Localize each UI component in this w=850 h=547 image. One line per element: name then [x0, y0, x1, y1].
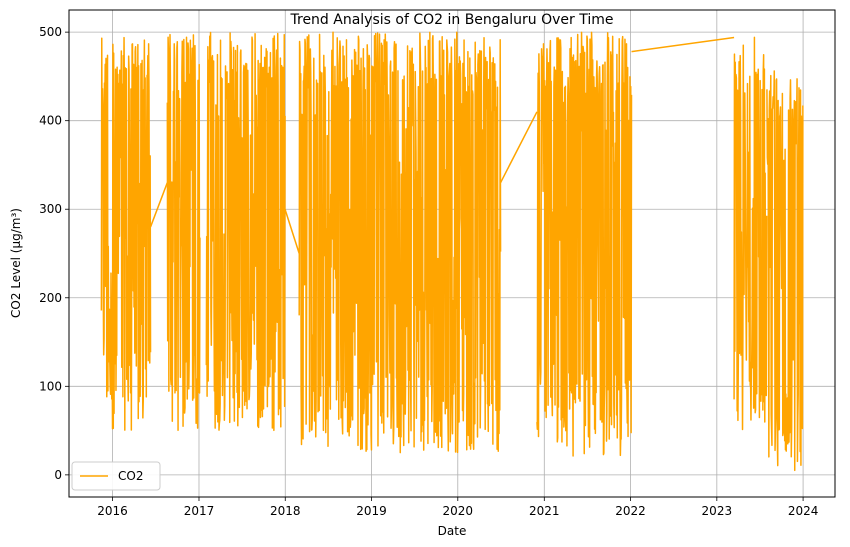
plot-frame [68, 9, 836, 498]
x-tick-label: 2022 [615, 504, 646, 518]
y-tick-label: 400 [39, 114, 62, 128]
co2-series-segment [536, 31, 633, 457]
x-tick-label: 2017 [184, 504, 215, 518]
y-tick-label: 100 [39, 379, 62, 393]
legend-label-co2: CO2 [118, 469, 143, 483]
co2-series-connector [149, 182, 169, 228]
co2-series-segment [205, 31, 286, 432]
legend: CO2 [71, 461, 161, 491]
x-tick-label: 2023 [702, 504, 733, 518]
y-tick-label: 200 [39, 291, 62, 305]
co2-series-connector [631, 36, 735, 53]
x-tick-label: 2024 [788, 504, 819, 518]
y-tick-label: 500 [39, 25, 62, 39]
co2-series-segment [298, 31, 502, 454]
x-tick-label: 2018 [270, 504, 301, 518]
co2-series-connector [284, 208, 300, 254]
y-tick-label: 300 [39, 202, 62, 216]
y-axis-label: CO2 Level (µg/m³) [9, 208, 23, 318]
tick-layer: 2016 2017 2018 2019 2020 2021 2022 2023 2024 0 100… [39, 25, 818, 518]
co2-series-segment [100, 36, 152, 431]
co2-series-segment [733, 36, 768, 431]
co2-series-segment [766, 70, 804, 472]
co2-series-segment [166, 33, 201, 431]
x-tick-label: 2021 [529, 504, 560, 518]
chart-title: Trend Analysis of CO2 in Bengaluru Over … [290, 12, 614, 28]
x-axis-label: Date [438, 524, 467, 538]
data-layer [100, 31, 804, 472]
co2-series-connector [499, 111, 538, 184]
x-tick-label: 2016 [97, 504, 128, 518]
legend-box [71, 461, 161, 491]
x-tick-label: 2020 [443, 504, 474, 518]
y-tick-label: 0 [54, 468, 62, 482]
x-tick-label: 2019 [356, 504, 387, 518]
